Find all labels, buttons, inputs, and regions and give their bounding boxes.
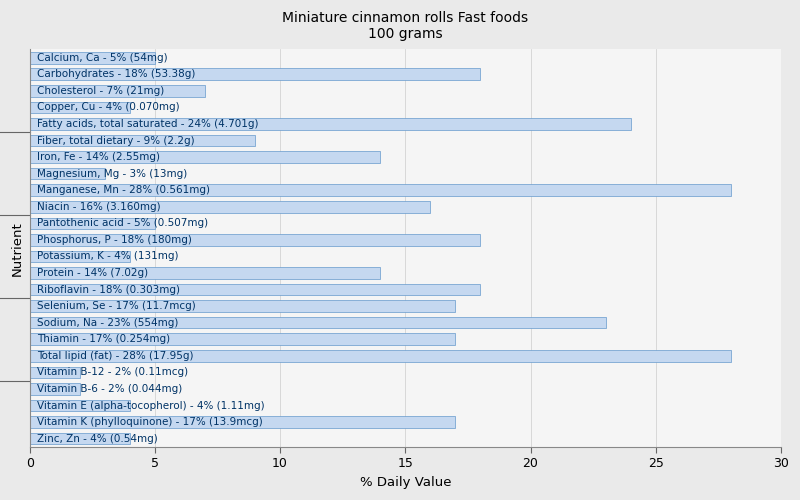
- Text: Carbohydrates - 18% (53.38g): Carbohydrates - 18% (53.38g): [37, 70, 195, 80]
- Text: Protein - 14% (7.02g): Protein - 14% (7.02g): [37, 268, 148, 278]
- Y-axis label: Nutrient: Nutrient: [11, 221, 24, 276]
- Bar: [30, 168, 105, 179]
- Text: Copper, Cu - 4% (0.070mg): Copper, Cu - 4% (0.070mg): [37, 102, 180, 113]
- Text: Iron, Fe - 14% (2.55mg): Iron, Fe - 14% (2.55mg): [37, 152, 160, 162]
- Text: Calcium, Ca - 5% (54mg): Calcium, Ca - 5% (54mg): [37, 52, 168, 62]
- Bar: [30, 400, 130, 411]
- Bar: [30, 383, 80, 394]
- Text: Cholesterol - 7% (21mg): Cholesterol - 7% (21mg): [37, 86, 165, 96]
- Text: Manganese, Mn - 28% (0.561mg): Manganese, Mn - 28% (0.561mg): [37, 185, 210, 195]
- Bar: [30, 350, 731, 362]
- Text: Thiamin - 17% (0.254mg): Thiamin - 17% (0.254mg): [37, 334, 170, 344]
- Text: Niacin - 16% (3.160mg): Niacin - 16% (3.160mg): [37, 202, 161, 212]
- Text: Vitamin E (alpha-tocopherol) - 4% (1.11mg): Vitamin E (alpha-tocopherol) - 4% (1.11m…: [37, 400, 265, 410]
- Bar: [30, 416, 455, 428]
- Bar: [30, 433, 130, 444]
- Bar: [30, 68, 481, 80]
- Text: Sodium, Na - 23% (554mg): Sodium, Na - 23% (554mg): [37, 318, 178, 328]
- Text: Fatty acids, total saturated - 24% (4.701g): Fatty acids, total saturated - 24% (4.70…: [37, 119, 258, 129]
- Text: Selenium, Se - 17% (11.7mcg): Selenium, Se - 17% (11.7mcg): [37, 301, 196, 311]
- Bar: [30, 366, 80, 378]
- Bar: [30, 267, 380, 279]
- Text: Phosphorus, P - 18% (180mg): Phosphorus, P - 18% (180mg): [37, 235, 192, 245]
- Bar: [30, 334, 455, 345]
- Bar: [30, 184, 731, 196]
- Text: Potassium, K - 4% (131mg): Potassium, K - 4% (131mg): [37, 252, 178, 262]
- X-axis label: % Daily Value: % Daily Value: [359, 476, 451, 489]
- Text: Magnesium, Mg - 3% (13mg): Magnesium, Mg - 3% (13mg): [37, 168, 187, 178]
- Bar: [30, 152, 380, 163]
- Text: Zinc, Zn - 4% (0.54mg): Zinc, Zn - 4% (0.54mg): [37, 434, 158, 444]
- Text: Vitamin B-12 - 2% (0.11mcg): Vitamin B-12 - 2% (0.11mcg): [37, 368, 188, 378]
- Bar: [30, 118, 630, 130]
- Bar: [30, 218, 155, 229]
- Bar: [30, 234, 481, 245]
- Title: Miniature cinnamon rolls Fast foods
100 grams: Miniature cinnamon rolls Fast foods 100 …: [282, 11, 528, 42]
- Bar: [30, 102, 130, 113]
- Text: Riboflavin - 18% (0.303mg): Riboflavin - 18% (0.303mg): [37, 284, 180, 294]
- Text: Vitamin K (phylloquinone) - 17% (13.9mcg): Vitamin K (phylloquinone) - 17% (13.9mcg…: [37, 417, 263, 427]
- Bar: [30, 52, 155, 64]
- Bar: [30, 300, 455, 312]
- Text: Total lipid (fat) - 28% (17.95g): Total lipid (fat) - 28% (17.95g): [37, 351, 194, 361]
- Bar: [30, 317, 606, 328]
- Text: Pantothenic acid - 5% (0.507mg): Pantothenic acid - 5% (0.507mg): [37, 218, 208, 228]
- Bar: [30, 201, 430, 212]
- Bar: [30, 250, 130, 262]
- Bar: [30, 85, 205, 96]
- Text: Vitamin B-6 - 2% (0.044mg): Vitamin B-6 - 2% (0.044mg): [37, 384, 182, 394]
- Bar: [30, 134, 255, 146]
- Text: Fiber, total dietary - 9% (2.2g): Fiber, total dietary - 9% (2.2g): [37, 136, 195, 145]
- Bar: [30, 284, 481, 296]
